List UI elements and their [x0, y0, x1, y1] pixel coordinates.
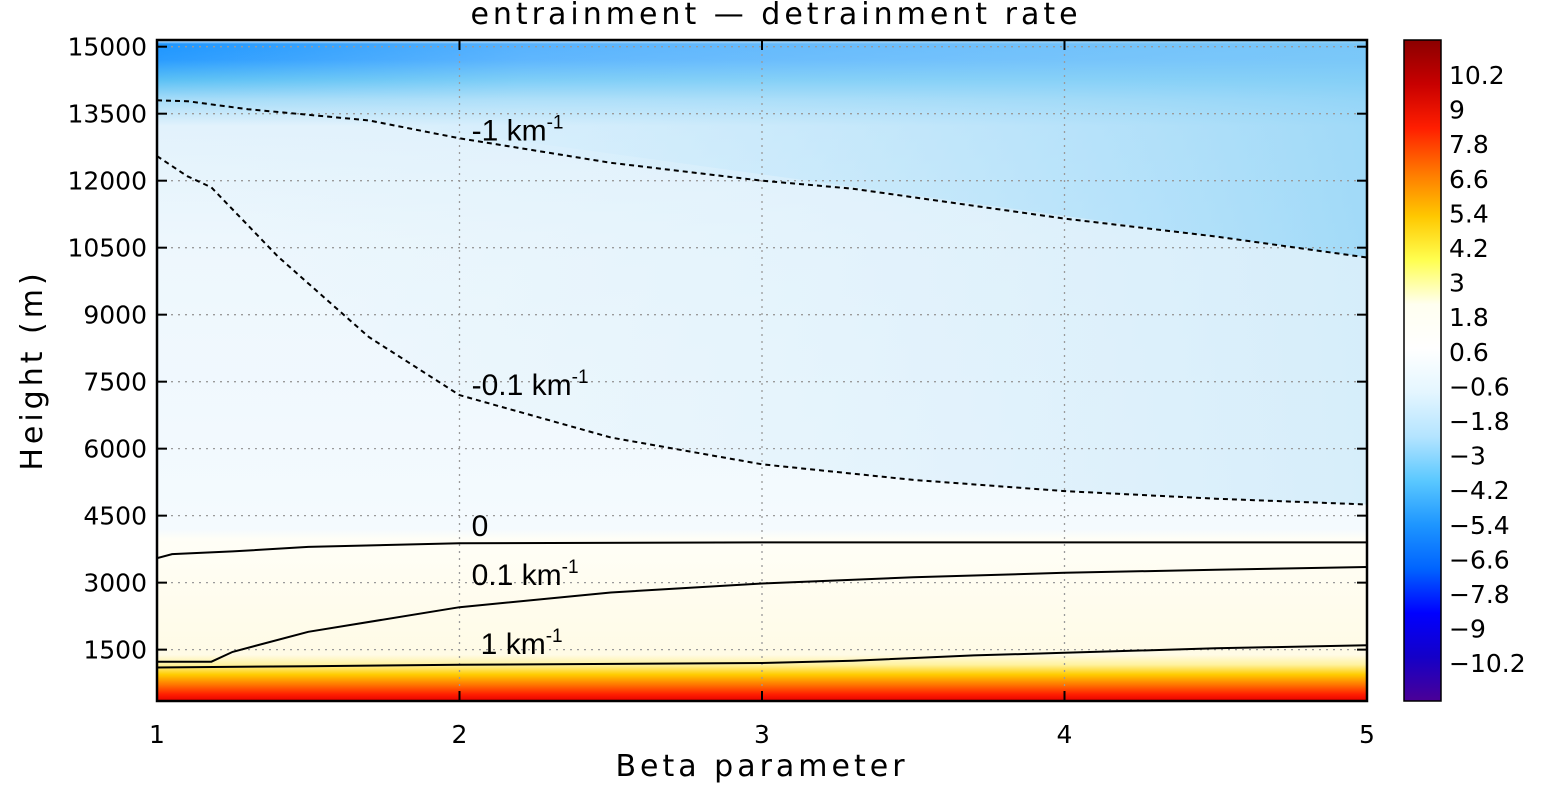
- colorbar-label: −5.4: [1449, 511, 1510, 540]
- colorbar-label: 10.2: [1449, 61, 1505, 90]
- y-tick-label: 3000: [83, 569, 147, 598]
- contour-line: [157, 541, 1367, 560]
- x-tick-label: 4: [1057, 720, 1073, 749]
- colorbar-label: 7.8: [1449, 130, 1489, 159]
- color-field: [157, 40, 1367, 701]
- contour-lines: [157, 99, 1367, 669]
- colorbar-label: 4.2: [1449, 234, 1489, 263]
- colorbar-label: −9: [1449, 615, 1486, 644]
- y-tick-label: 13500: [67, 100, 147, 129]
- colorbar-label: −0.6: [1449, 372, 1510, 401]
- y-tick-label: 1500: [83, 636, 147, 665]
- upper-shade-region: [157, 40, 1367, 258]
- colorbar-labels: 10.2 9 7.8 6.6 5.4 4.2 3 1.8 0.6 −0.6 −1.8 −3 −4.2 −5…: [1449, 61, 1526, 678]
- colorbar: 10.2 9 7.8 6.6 5.4 4.2 3 1.8 0.6 −0.6 −1.8 −3 −4.2 −5…: [1403, 39, 1526, 702]
- colorbar-label: 0.6: [1449, 338, 1489, 367]
- contour-label: 0: [472, 510, 489, 543]
- colorbar-label: −7.8: [1449, 580, 1510, 609]
- y-tick-label: 15000: [67, 33, 147, 62]
- y-axis-label: Height (m): [15, 269, 50, 470]
- y-tick-label: 4500: [83, 502, 147, 531]
- contour-line: [157, 155, 1367, 506]
- contour-line: [157, 644, 1367, 669]
- contour-label: 1 km-1: [481, 626, 563, 661]
- y-tick-label: 9000: [83, 301, 147, 330]
- contour-line: [157, 566, 1367, 663]
- colorbar-label: −3: [1449, 442, 1486, 471]
- x-tick-label: 3: [754, 720, 770, 749]
- colorbar-label: −4.2: [1449, 476, 1510, 505]
- contour-line: [157, 99, 1367, 259]
- colorbar-label: 9: [1449, 96, 1465, 125]
- colorbar-scale: [1403, 39, 1442, 702]
- x-axis-ticks: 1 2 3 4 5: [149, 40, 1375, 749]
- contour-labels: -1 km-1 -0.1 km-1 0 0.1 km-1 1 km-1: [472, 112, 589, 661]
- contour-label: -0.1 km-1: [472, 367, 589, 402]
- contour-label: -1 km-1: [472, 112, 564, 147]
- colorbar-label: 3: [1449, 269, 1465, 298]
- colorbar-label: −6.6: [1449, 545, 1510, 574]
- x-tick-label: 5: [1359, 720, 1375, 749]
- colorbar-label: 6.6: [1449, 165, 1489, 194]
- contour-label: 0.1 km-1: [472, 557, 579, 592]
- y-tick-label: 12000: [67, 167, 147, 196]
- colorbar-label: 5.4: [1449, 199, 1489, 228]
- chart-title: entrainment — detrainment rate: [470, 0, 1081, 32]
- y-axis-ticks: 1500 3000 4500 6000 7500 9000 10500 12000 13500 1…: [67, 33, 1367, 665]
- x-tick-label: 1: [149, 720, 165, 749]
- y-tick-label: 6000: [83, 435, 147, 464]
- x-tick-label: 2: [452, 720, 468, 749]
- colorbar-label: −10.2: [1449, 649, 1526, 678]
- x-axis-label: Beta parameter: [615, 749, 908, 784]
- colorbar-label: −1.8: [1449, 407, 1510, 436]
- colorbar-label: 1.8: [1449, 303, 1489, 332]
- y-tick-label: 7500: [83, 368, 147, 397]
- y-tick-label: 10500: [67, 234, 147, 263]
